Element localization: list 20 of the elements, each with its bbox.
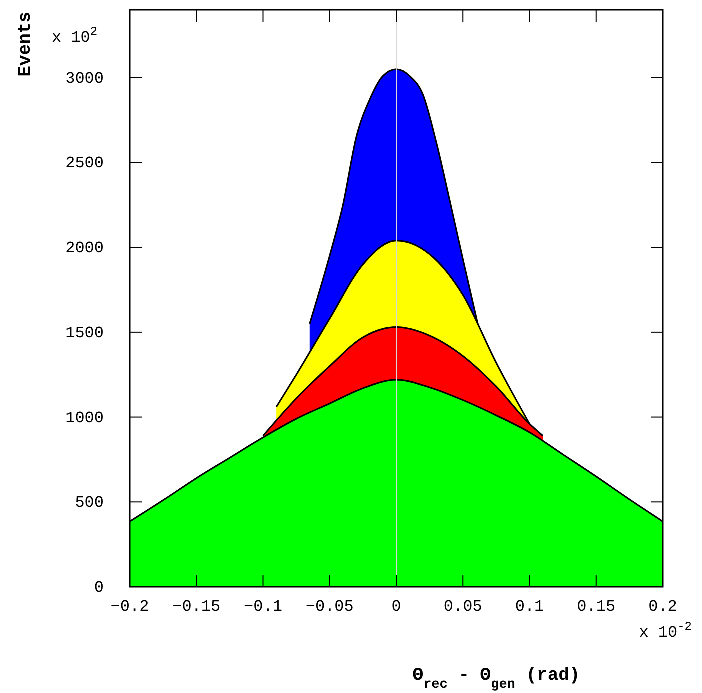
x-tick-label: −0.05 [306, 598, 354, 616]
x-axis-title: Θ$_{rec}$ - Θ$_{gen}$ (rad) [412, 666, 580, 692]
y-tick-label: 2000 [66, 240, 104, 258]
x-tick-label: 0.1 [515, 598, 544, 616]
x-tick-label: −0.1 [244, 598, 282, 616]
text: x 10$^{2}$ [52, 25, 98, 47]
x-tick-label: −0.2 [110, 598, 150, 616]
x-tick-label: 0.15 [577, 598, 616, 616]
x-tick-label: −0.15 [172, 598, 221, 616]
x-tick-label: 0.05 [444, 598, 482, 616]
y-tick-label: 500 [75, 494, 104, 512]
text: x 10$^{-2}$ [639, 620, 692, 642]
x-tick-label: 0 [392, 598, 402, 616]
y-tick-label: 1500 [66, 324, 104, 342]
y-tick-label: 2500 [66, 154, 104, 173]
y-tick-label: 1000 [66, 409, 104, 428]
y-tick-label: 0 [94, 579, 104, 597]
y-tick-label: 3000 [66, 70, 104, 88]
x-tick-label: 0.2 [648, 598, 678, 616]
y-axis-title: Events [16, 12, 36, 77]
